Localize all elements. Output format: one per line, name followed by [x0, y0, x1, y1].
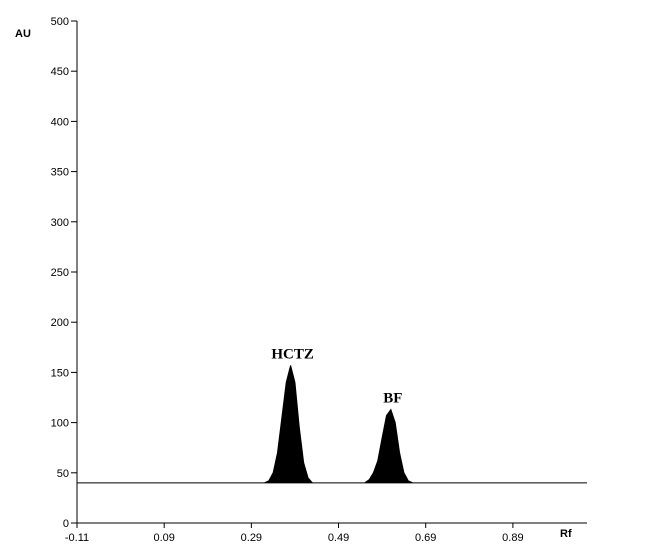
- x-tick-label: 0.89: [502, 532, 523, 544]
- y-tick-label: 250: [51, 267, 69, 279]
- y-tick-label: 0: [63, 518, 69, 530]
- x-tick-label: 0.29: [241, 532, 262, 544]
- y-tick-label: 50: [57, 468, 69, 480]
- y-tick-label: 150: [51, 367, 69, 379]
- x-axis-label: Rf: [560, 528, 572, 540]
- x-tick-label: 0.49: [328, 532, 349, 544]
- y-axis-label: AU: [15, 28, 31, 40]
- y-tick-label: 500: [51, 16, 69, 28]
- y-tick-label: 300: [51, 217, 69, 229]
- y-tick-label: 400: [51, 116, 69, 128]
- y-tick-label: 350: [51, 167, 69, 179]
- chromatogram: [77, 365, 587, 484]
- x-tick-label: 0.69: [415, 532, 436, 544]
- x-tick-label: -0.11: [65, 532, 89, 544]
- peak-label: BF: [383, 391, 402, 407]
- y-tick-label: 100: [51, 418, 69, 430]
- y-tick-label: 450: [51, 66, 69, 78]
- x-tick-label: 0.09: [153, 532, 174, 544]
- peak-label: HCTZ: [271, 346, 314, 362]
- y-tick-label: 200: [51, 317, 69, 329]
